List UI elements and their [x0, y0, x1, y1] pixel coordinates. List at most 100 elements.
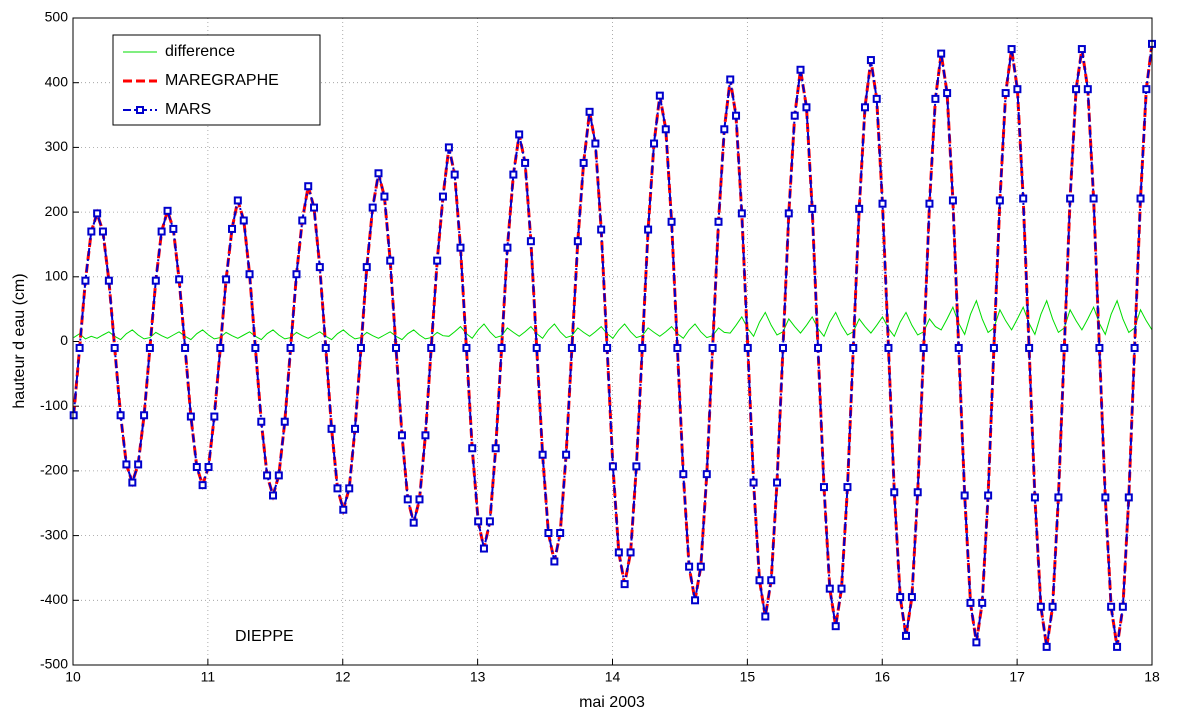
marker: [351, 424, 360, 433]
marker: [210, 412, 219, 421]
marker: [538, 450, 547, 459]
marker: [860, 103, 869, 112]
marker: [784, 209, 793, 218]
marker: [468, 444, 477, 453]
marker: [532, 343, 541, 352]
y-tick-label: 500: [45, 9, 69, 25]
marker: [298, 216, 307, 225]
marker: [274, 471, 283, 480]
marker: [222, 275, 231, 284]
marker: [925, 199, 934, 208]
marker: [397, 431, 406, 440]
marker: [491, 444, 500, 453]
marker: [427, 343, 436, 352]
marker: [1001, 89, 1010, 98]
marker: [1113, 642, 1122, 651]
marker: [110, 343, 119, 352]
marker: [948, 196, 957, 205]
marker: [1089, 194, 1098, 203]
marker: [1066, 194, 1075, 203]
marker: [169, 224, 178, 233]
marker: [456, 243, 465, 252]
marker: [233, 196, 242, 205]
marker: [339, 505, 348, 514]
marker: [579, 158, 588, 167]
marker: [1025, 343, 1034, 352]
y-tick-label: 400: [45, 73, 69, 89]
marker: [1054, 493, 1063, 502]
marker: [479, 544, 488, 553]
marker: [667, 217, 676, 226]
marker: [937, 49, 946, 58]
annotation: DIEPPE: [235, 628, 294, 645]
x-tick-label: 15: [740, 669, 756, 685]
legend-label: MARS: [165, 101, 211, 118]
marker: [978, 598, 987, 607]
y-tick-label: -500: [40, 656, 68, 672]
marker: [673, 343, 682, 352]
marker: [140, 411, 149, 420]
marker: [544, 529, 553, 538]
marker: [269, 491, 278, 500]
marker: [163, 206, 172, 215]
marker: [732, 111, 741, 120]
marker: [497, 343, 506, 352]
marker: [392, 343, 401, 352]
marker: [1013, 85, 1022, 94]
marker: [345, 484, 354, 493]
marker: [901, 631, 910, 640]
marker: [122, 460, 131, 469]
marker: [1136, 194, 1145, 203]
y-tick-label: -200: [40, 462, 68, 478]
marker: [556, 529, 565, 538]
marker: [796, 65, 805, 74]
marker: [984, 491, 993, 500]
marker: [790, 111, 799, 120]
marker: [743, 343, 752, 352]
marker: [614, 548, 623, 557]
marker: [93, 209, 102, 218]
marker: [1048, 602, 1057, 611]
marker: [462, 343, 471, 352]
marker: [204, 463, 213, 472]
marker: [1101, 493, 1110, 502]
marker: [913, 488, 922, 497]
marker: [767, 576, 776, 585]
marker: [239, 216, 248, 225]
marker: [526, 237, 535, 246]
marker: [737, 209, 746, 218]
marker: [655, 91, 664, 100]
marker: [75, 343, 84, 352]
marker: [591, 139, 600, 148]
marker: [1007, 45, 1016, 54]
marker: [245, 270, 254, 279]
marker: [691, 596, 700, 605]
y-tick-label: -100: [40, 397, 68, 413]
marker: [866, 56, 875, 65]
y-tick-label: 0: [60, 332, 68, 348]
x-tick-label: 10: [65, 669, 81, 685]
x-tick-label: 14: [605, 669, 621, 685]
marker: [626, 548, 635, 557]
marker: [679, 470, 688, 479]
marker: [1107, 602, 1116, 611]
marker: [315, 263, 324, 272]
marker: [778, 343, 787, 352]
series-line: [72, 43, 1153, 648]
marker: [872, 94, 881, 103]
marker: [69, 411, 78, 420]
marker: [837, 584, 846, 593]
marker: [989, 343, 998, 352]
marker: [638, 343, 647, 352]
marker: [585, 107, 594, 116]
marker: [175, 275, 184, 284]
marker: [198, 481, 207, 490]
marker: [819, 483, 828, 492]
marker: [356, 343, 365, 352]
marker: [972, 638, 981, 647]
marker: [362, 263, 371, 272]
marker: [1030, 493, 1039, 502]
marker: [907, 593, 916, 602]
marker: [409, 518, 418, 527]
y-tick-label: 300: [45, 138, 69, 154]
